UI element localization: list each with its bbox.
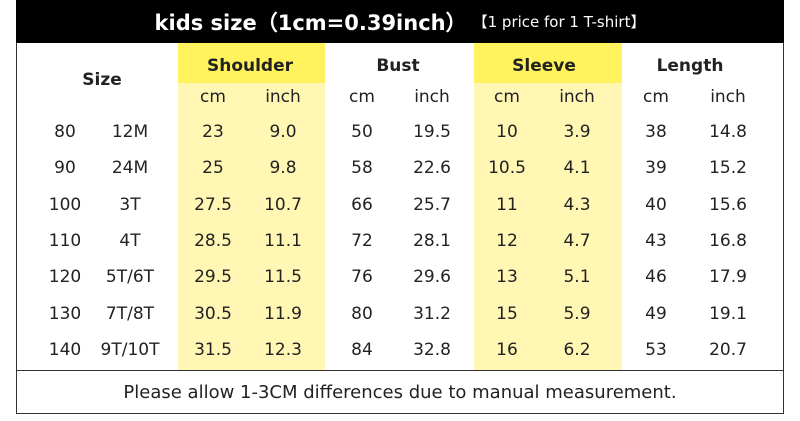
cell: 15.2: [709, 158, 747, 179]
cell: 5.9: [563, 303, 591, 324]
cell: 9.8: [269, 158, 297, 179]
cell: 28.5: [194, 230, 232, 251]
cell: 84: [351, 339, 373, 360]
unit-header: cm: [200, 87, 226, 107]
cell: 16.8: [709, 230, 747, 251]
cell: 24M: [111, 158, 149, 179]
cell: 17.9: [709, 267, 747, 288]
shoulder-column: [178, 43, 325, 370]
unit-header: cm: [494, 87, 520, 107]
cell: 22.6: [413, 158, 451, 179]
cell: 4T: [119, 230, 141, 251]
cell: 38: [645, 122, 667, 142]
cell: 29.5: [194, 267, 232, 288]
cell: 5T/6T: [105, 267, 155, 288]
unit-header: inch: [710, 87, 746, 107]
divider: [16, 370, 784, 371]
cell: 100: [48, 194, 82, 215]
cell: 50: [351, 122, 373, 142]
cell: 31.2: [413, 303, 451, 324]
cell: 15: [496, 303, 518, 324]
cell: 3T: [119, 194, 141, 215]
group-header: Shoulder: [206, 56, 294, 76]
cell: 66: [351, 194, 373, 215]
cell: 5.1: [563, 267, 591, 288]
cell: 23: [202, 122, 224, 142]
shoulder-header: [178, 43, 325, 83]
cell: 7T/8T: [105, 303, 155, 324]
sleeve-column: [474, 43, 622, 370]
group-header: Length: [656, 56, 724, 76]
group-header: Sleeve: [512, 56, 576, 76]
unit-header: cm: [349, 87, 375, 107]
cell: 76: [351, 267, 373, 288]
unit-header: cm: [643, 87, 669, 107]
cell: 4.1: [563, 158, 591, 179]
cell: 39: [645, 158, 667, 179]
unit-header: inch: [414, 87, 450, 107]
cell: 110: [48, 230, 82, 251]
cell: 11.1: [264, 230, 302, 251]
sleeve-header: [474, 43, 622, 83]
cell: 25: [202, 158, 224, 179]
cell: 130: [48, 303, 82, 324]
group-header: Size: [82, 70, 122, 90]
header-bar: kids size（1cm=0.39inch） 【1 price for 1 T…: [16, 0, 784, 43]
cell: 9.0: [269, 122, 297, 142]
cell: 53: [645, 339, 667, 360]
cell: 43: [645, 230, 667, 251]
cell: 15.6: [709, 194, 747, 215]
cell: 25.7: [413, 194, 451, 215]
cell: 80: [54, 122, 76, 142]
title: kids size（1cm=0.39inch）: [154, 10, 467, 35]
cell: 12.3: [264, 339, 302, 360]
cell: 29.6: [413, 267, 451, 288]
cell: 11.9: [264, 303, 302, 324]
cell: 32.8: [413, 339, 451, 360]
cell: 90: [54, 158, 76, 179]
cell: 46: [645, 267, 667, 288]
cell: 20.7: [709, 339, 747, 360]
cell: 40: [645, 194, 667, 215]
table-frame: [16, 43, 784, 414]
cell: 3.9: [563, 122, 591, 142]
group-header: Bust: [376, 56, 420, 76]
cell: 80: [351, 303, 373, 324]
cell: 19.1: [709, 303, 747, 324]
cell: 19.5: [413, 122, 451, 142]
cell: 12M: [111, 122, 149, 142]
cell: 58: [351, 158, 373, 179]
cell: 13: [496, 267, 518, 288]
unit-header: inch: [559, 87, 595, 107]
cell: 140: [48, 339, 82, 360]
cell: 31.5: [194, 339, 232, 360]
cell: 27.5: [194, 194, 232, 215]
cell: 10.7: [264, 194, 302, 215]
cell: 16: [496, 339, 518, 360]
cell: 72: [351, 230, 373, 251]
cell: 9T/10T: [100, 339, 160, 360]
cell: 30.5: [194, 303, 232, 324]
note: 【1 price for 1 T-shirt】: [472, 13, 646, 31]
cell: 12: [496, 230, 518, 251]
cell: 49: [645, 303, 667, 324]
cell: 4.7: [563, 230, 591, 251]
cell: 28.1: [413, 230, 451, 251]
cell: 6.2: [563, 339, 591, 360]
cell: 11: [496, 194, 518, 215]
cell: 14.8: [709, 122, 747, 142]
footer: Please allow 1-3CM differences due to ma…: [123, 381, 677, 403]
unit-header: inch: [265, 87, 301, 107]
cell: 4.3: [563, 194, 591, 215]
cell: 120: [48, 267, 82, 288]
cell: 11.5: [264, 267, 302, 288]
cell: 10.5: [488, 158, 526, 179]
cell: 10: [496, 122, 518, 142]
